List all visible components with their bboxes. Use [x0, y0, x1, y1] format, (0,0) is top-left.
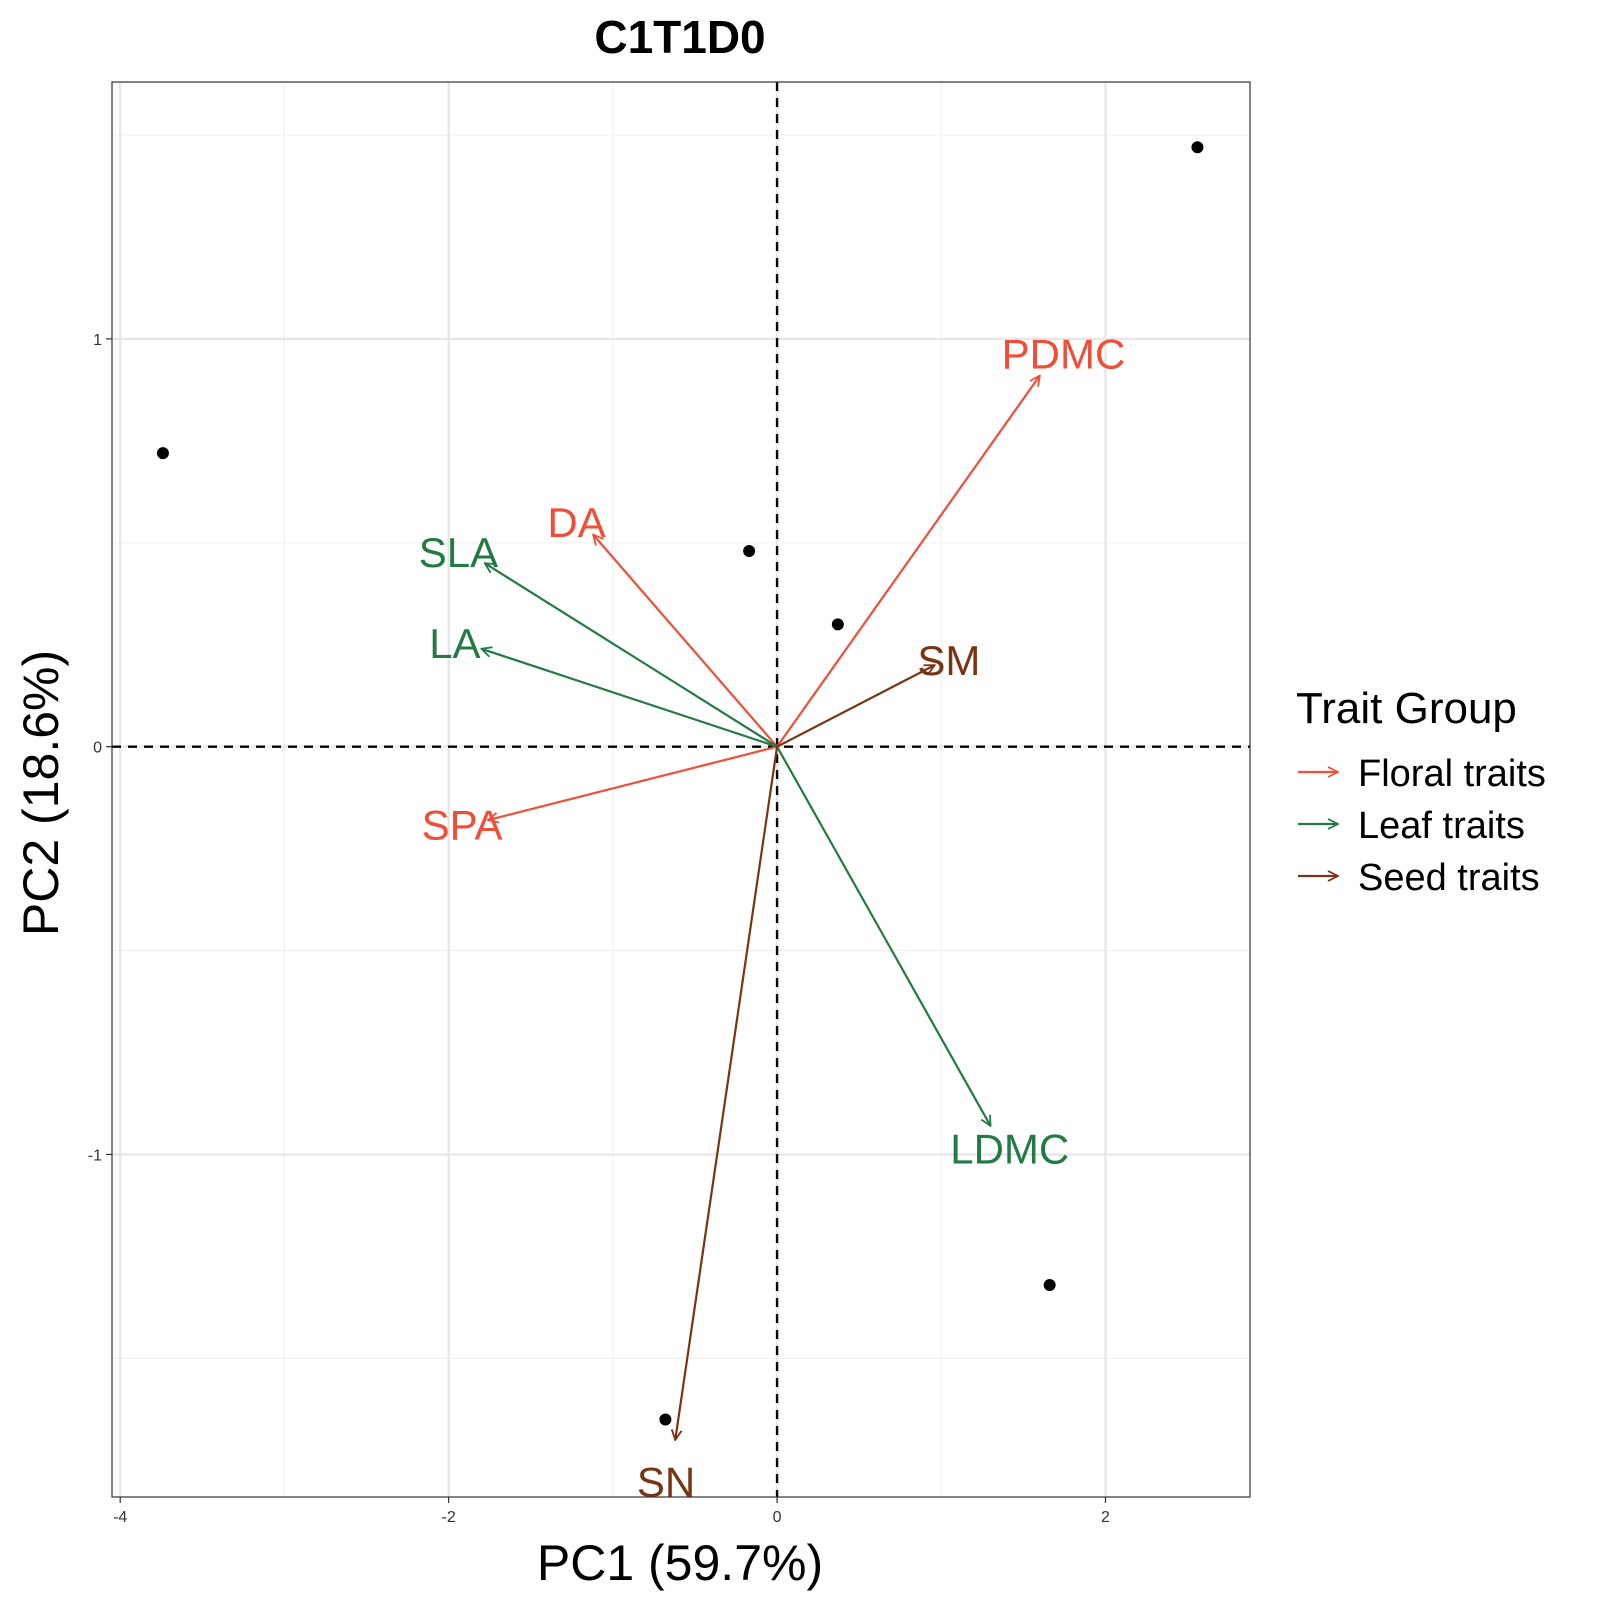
y-tick-label: -1	[88, 1147, 102, 1164]
vector-label-ldmc: LDMC	[950, 1126, 1069, 1173]
legend: Trait Group Floral traits Leaf traits Seed…	[1296, 684, 1546, 899]
trait-labels: PDMC DA SPA SLA LA LDMC SM SN	[419, 330, 1126, 1505]
sample-point	[1043, 1278, 1056, 1291]
vector-spa	[488, 745, 778, 820]
legend-label-floral-traits: Floral traits	[1358, 753, 1546, 795]
sample-point	[659, 1413, 672, 1426]
sample-point	[156, 447, 169, 460]
legend-entry-seed-traits: Seed traits	[1298, 857, 1540, 899]
vector-la	[481, 649, 778, 748]
legend-entry-floral-traits: Floral traits	[1298, 753, 1546, 795]
vector-label-pdmc: PDMC	[1002, 330, 1126, 377]
y-tick-label: 1	[93, 332, 102, 349]
axis-ticks: -4 -2 0 2 -1 0 1	[88, 332, 1110, 1526]
vector-sm	[776, 664, 935, 748]
plot-panel-border	[111, 81, 1251, 1498]
vector-da	[593, 535, 778, 748]
chart-title: C1T1D0	[594, 11, 765, 63]
vector-label-sn: SN	[637, 1459, 695, 1506]
vector-label-la: LA	[429, 620, 480, 667]
y-tick-label: 0	[93, 740, 102, 757]
sample-point	[743, 544, 756, 557]
x-tick-label: 2	[1101, 1509, 1110, 1526]
vector-pdmc	[776, 376, 1040, 748]
x-axis-title: PC1 (59.7%)	[537, 1535, 823, 1591]
legend-label-leaf-traits: Leaf traits	[1358, 805, 1525, 847]
vector-sn	[675, 746, 779, 1440]
legend-label-seed-traits: Seed traits	[1358, 857, 1540, 899]
vector-label-da: DA	[547, 499, 605, 546]
vector-label-sla: SLA	[419, 529, 498, 576]
sample-point	[831, 618, 844, 631]
legend-entry-leaf-traits: Leaf traits	[1298, 805, 1525, 847]
sample-points	[156, 141, 1204, 1426]
trait-vectors	[481, 376, 1039, 1440]
x-tick-label: -4	[113, 1509, 127, 1526]
reference-lines	[112, 82, 1250, 1497]
legend-title: Trait Group	[1296, 684, 1517, 733]
vector-sla	[485, 563, 778, 748]
sample-point	[1191, 141, 1204, 154]
x-tick-label: -2	[442, 1509, 456, 1526]
vector-ldmc	[776, 746, 990, 1126]
grid	[112, 82, 1250, 1497]
y-axis-title: PC2 (18.6%)	[13, 650, 69, 936]
x-tick-label: 0	[773, 1509, 782, 1526]
vector-label-sm: SM	[917, 637, 980, 684]
vector-label-spa: SPA	[422, 801, 503, 848]
